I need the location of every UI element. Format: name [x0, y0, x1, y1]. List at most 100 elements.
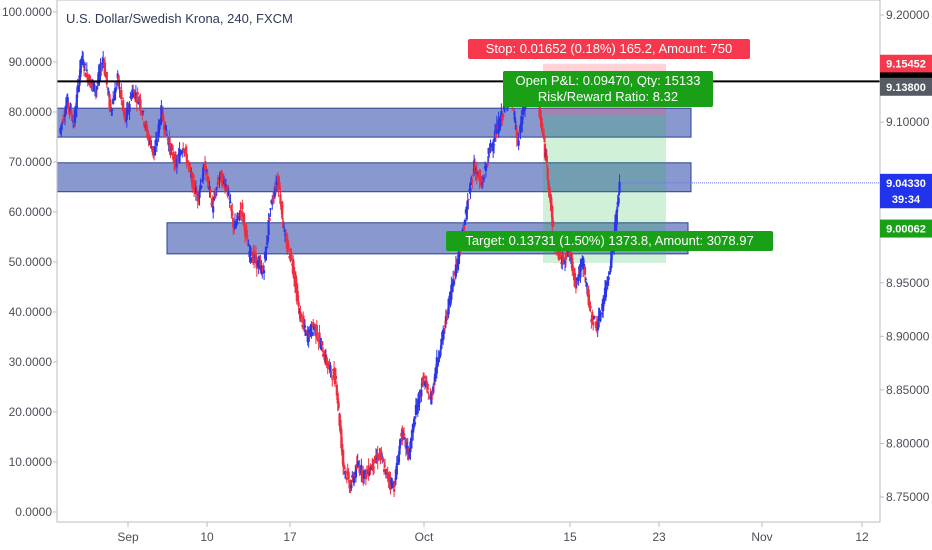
candle-body: [64, 105, 68, 114]
candle-body: [492, 144, 496, 146]
candle-body: [242, 213, 246, 223]
candle-body: [62, 118, 65, 123]
candle-body: [157, 123, 160, 138]
candle-body: [75, 94, 78, 109]
candle-body: [224, 184, 228, 188]
zone-rect: [56, 162, 692, 193]
candle-body: [303, 325, 307, 328]
candle-body: [173, 153, 177, 169]
x-tick-label: 15: [563, 530, 577, 544]
x-tick-label: 23: [652, 530, 666, 544]
candle-body: [608, 272, 611, 275]
price-tag-label: 9.04330: [886, 178, 926, 190]
candle-body: [465, 206, 468, 220]
candle-body: [246, 243, 249, 246]
left-tick-label: 60.0000: [9, 205, 53, 219]
candle-body: [385, 468, 388, 473]
candle-body: [126, 105, 129, 115]
candle-body: [473, 164, 477, 173]
candle-body: [466, 200, 469, 210]
candle-body: [103, 62, 107, 76]
candle-body: [222, 173, 225, 178]
candle-body: [310, 324, 313, 336]
candle-body: [102, 58, 105, 62]
candle-body: [185, 153, 188, 165]
candle-body: [575, 278, 578, 281]
candle-body: [67, 102, 70, 109]
left-tick-label: 10.0000: [9, 455, 53, 469]
candle-body: [592, 321, 595, 326]
candle-body: [565, 249, 568, 256]
candle-body: [403, 437, 407, 440]
candle-body: [410, 437, 413, 449]
candle-body: [589, 305, 592, 309]
candle-body: [426, 383, 429, 390]
candle-body: [481, 182, 484, 185]
candle-body: [61, 121, 64, 124]
candle-body: [223, 185, 227, 190]
candle-body: [107, 92, 110, 94]
candle-body: [71, 118, 74, 121]
candle-body: [134, 93, 138, 95]
candle-body: [315, 324, 318, 339]
candle-body: [432, 386, 435, 392]
candle-body: [514, 125, 518, 130]
candle-body: [452, 281, 456, 285]
candle-body: [538, 104, 541, 118]
candle-body: [316, 339, 319, 341]
candle-body: [564, 254, 568, 260]
candle-body: [110, 110, 113, 112]
x-tick-label: 10: [200, 530, 214, 544]
candle-body: [360, 464, 363, 474]
candle-body: [181, 150, 184, 154]
candle-body: [95, 86, 98, 90]
price-tag: [880, 219, 932, 238]
candle-body: [490, 148, 493, 150]
candle-body: [541, 123, 544, 131]
candle-body: [81, 55, 84, 59]
x-tick-label: 17: [283, 530, 297, 544]
candle-body: [238, 216, 241, 221]
candle-body: [499, 119, 502, 127]
left-tick-label: 80.0000: [9, 105, 53, 119]
candle-body: [372, 459, 375, 470]
candle-body: [342, 464, 346, 469]
trade-labels: Stop: 0.01652 (0.18%) 165.2, Amount: 750…: [446, 39, 773, 251]
candle-body: [122, 100, 125, 110]
candle-body: [101, 63, 104, 65]
candle-body: [86, 73, 89, 83]
candle-body: [198, 191, 201, 198]
candle-body: [437, 357, 440, 359]
candle-body: [312, 322, 315, 327]
candle-body: [546, 168, 549, 180]
candle-body: [390, 478, 393, 485]
candle-body: [227, 191, 230, 195]
candle-body: [308, 332, 311, 338]
candle-body: [577, 273, 580, 281]
candle-body: [109, 99, 112, 111]
candle-body: [345, 477, 348, 480]
right-tick-label: 8.85000: [886, 383, 930, 397]
candle-body: [518, 131, 521, 134]
candle-body: [588, 301, 591, 305]
candle-body: [275, 179, 278, 185]
candle-body: [271, 202, 274, 204]
candle-body: [207, 177, 210, 184]
candle-body: [278, 182, 281, 190]
left-tick-label: 0.0000: [15, 505, 52, 519]
candle-body: [166, 138, 169, 140]
candle-body: [313, 324, 317, 327]
candle-body: [70, 110, 73, 116]
candle-body: [382, 458, 385, 462]
candle-body: [380, 451, 383, 455]
candle-body: [347, 472, 350, 480]
candle-body: [187, 161, 190, 166]
candle-body: [191, 172, 194, 188]
candle-body: [82, 69, 86, 71]
candle-body: [582, 263, 586, 267]
candle-body: [123, 112, 127, 119]
candle-body: [269, 208, 272, 210]
candle-body: [582, 257, 585, 270]
candle-body: [273, 189, 277, 197]
